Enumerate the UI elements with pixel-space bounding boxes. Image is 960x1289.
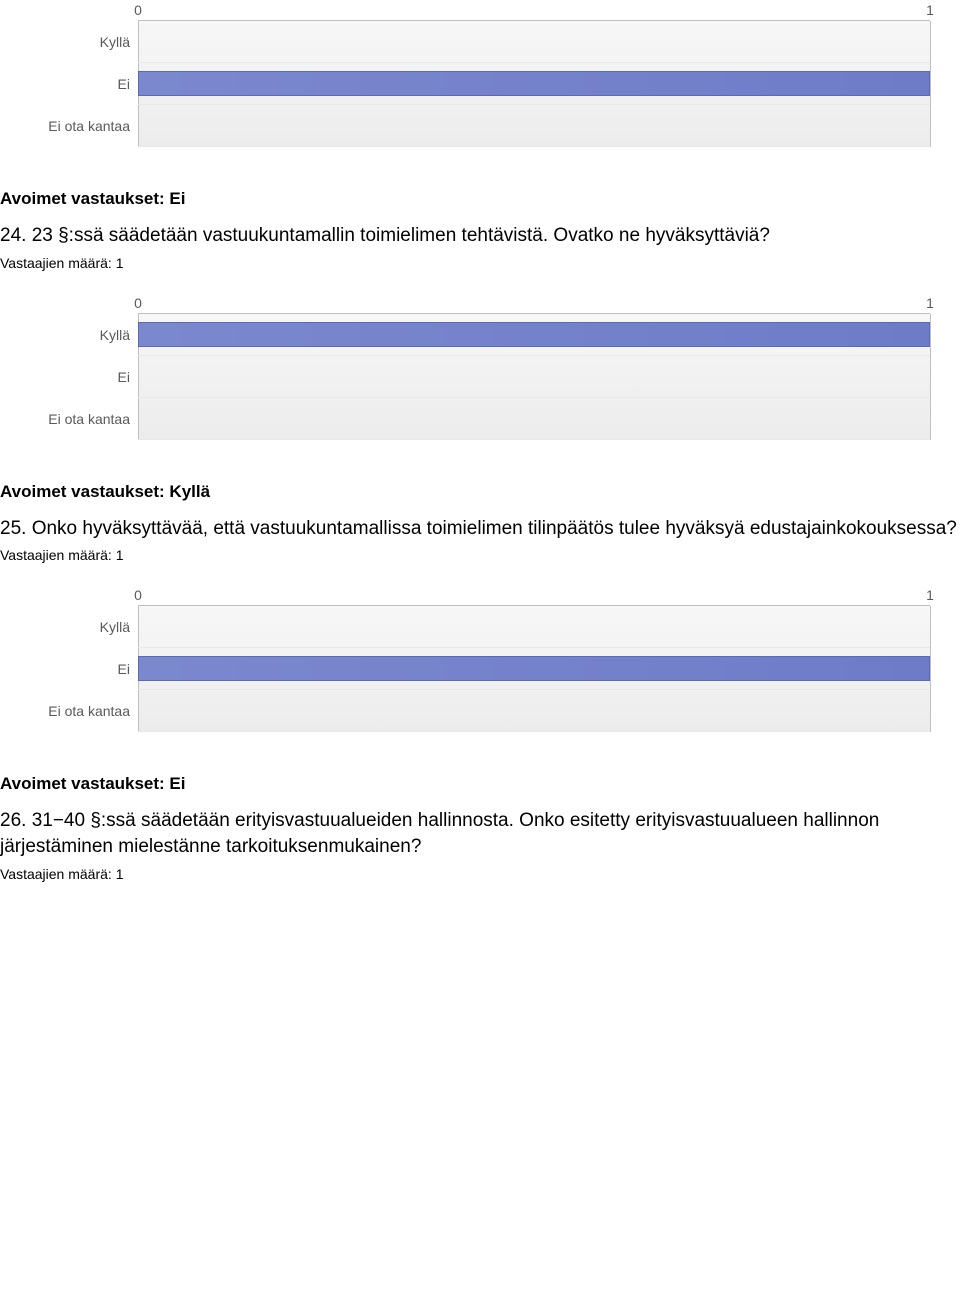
- chart-row-label: Kyllä: [0, 34, 130, 50]
- chart-plot: KylläEiEi ota kantaa: [138, 605, 930, 732]
- bar: [138, 71, 930, 96]
- chart-row-label: Kyllä: [0, 619, 130, 635]
- bar-track: [138, 606, 930, 648]
- chart-row: Ei: [138, 648, 930, 690]
- axis-tick: 1: [926, 2, 934, 18]
- bar-track: [138, 398, 930, 440]
- chart-row: Ei: [138, 356, 930, 398]
- chart-row: Ei ota kantaa: [138, 690, 930, 732]
- bar-track: [138, 314, 930, 356]
- chart-row: Kyllä: [138, 606, 930, 648]
- chart-axis: 01: [138, 0, 930, 20]
- respondent-count: Vastaajien määrä: 1: [0, 547, 960, 563]
- axis-tick: 1: [926, 295, 934, 311]
- chart-row-label: Ei: [0, 661, 130, 677]
- question-text: 24. 23 §:ssä säädetään vastuukuntamallin…: [0, 223, 960, 249]
- chart-row: Ei ota kantaa: [138, 398, 930, 440]
- open-answers-heading: Avoimet vastaukset: Kyllä: [0, 482, 960, 502]
- bar-chart: 01KylläEiEi ota kantaa: [0, 293, 960, 440]
- chart-row-label: Kyllä: [0, 327, 130, 343]
- bar: [138, 656, 930, 681]
- axis-tick: 0: [134, 295, 142, 311]
- respondent-count: Vastaajien määrä: 1: [0, 255, 960, 271]
- bar-track: [138, 690, 930, 732]
- chart-row: Kyllä: [138, 314, 930, 356]
- chart-row-label: Ei: [0, 369, 130, 385]
- bar-track: [138, 356, 930, 398]
- axis-tick: 1: [926, 587, 934, 603]
- bar-chart: 01KylläEiEi ota kantaa: [0, 585, 960, 732]
- bar-track: [138, 648, 930, 690]
- bar-track: [138, 63, 930, 105]
- open-answers-heading: Avoimet vastaukset: Ei: [0, 774, 960, 794]
- chart-row: Kyllä: [138, 21, 930, 63]
- axis-tick: 0: [134, 2, 142, 18]
- chart-axis: 01: [138, 585, 930, 605]
- chart-row: Ei ota kantaa: [138, 105, 930, 147]
- chart-row-label: Ei ota kantaa: [0, 703, 130, 719]
- bar-track: [138, 21, 930, 63]
- question-text: 25. Onko hyväksyttävää, että vastuukunta…: [0, 516, 960, 542]
- bar-chart: 01KylläEiEi ota kantaa: [0, 0, 960, 147]
- question-text: 26. 31−40 §:ssä säädetään erityisvastuua…: [0, 808, 960, 859]
- open-answers-heading: Avoimet vastaukset: Ei: [0, 189, 960, 209]
- axis-tick: 0: [134, 587, 142, 603]
- respondent-count: Vastaajien määrä: 1: [0, 866, 960, 882]
- chart-row-label: Ei: [0, 76, 130, 92]
- bar-track: [138, 105, 930, 147]
- chart-row-label: Ei ota kantaa: [0, 118, 130, 134]
- chart-row: Ei: [138, 63, 930, 105]
- chart-axis: 01: [138, 293, 930, 313]
- bar: [138, 322, 930, 347]
- chart-plot: KylläEiEi ota kantaa: [138, 20, 930, 147]
- chart-row-label: Ei ota kantaa: [0, 411, 130, 427]
- chart-plot: KylläEiEi ota kantaa: [138, 313, 930, 440]
